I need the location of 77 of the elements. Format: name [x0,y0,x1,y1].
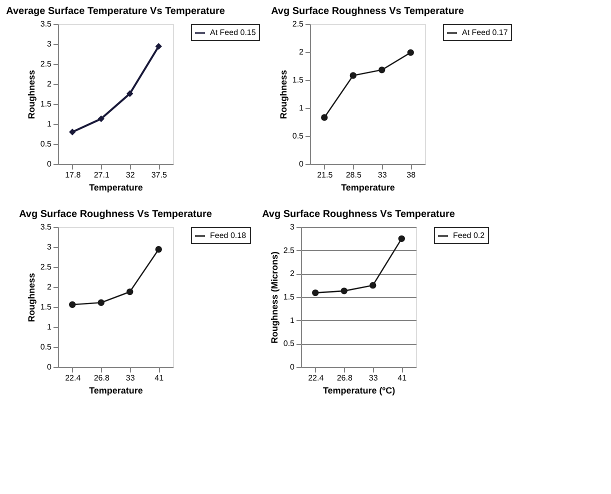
point [155,43,162,50]
x-axis-title: Temperature [89,386,143,396]
x-tick-label: 41 [154,374,164,382]
y-tick-label: 3.5 [40,222,52,232]
y-tick-label: 1.5 [40,302,52,312]
y-tick-label: 3 [47,242,52,252]
point [370,282,376,289]
x-tick-label: 21.5 [317,170,334,180]
x-tick-label: 22.4 [308,374,324,382]
legend-label: Feed 0.18 [210,231,247,240]
y-tick-label: 1 [299,104,304,112]
y-axis-title: Roughness [278,70,288,120]
y-tick-label: 1 [47,120,52,128]
point [398,235,405,242]
y-tick-label: 2 [299,48,304,56]
y-tick-label: 1 [290,316,296,325]
y-tick-label: 3.5 [40,20,52,28]
chart-title: Avg Surface Roughness Vs Temperature [271,6,464,17]
y-tick-label: 2.5 [40,60,52,68]
x-tick-label: 22.4 [65,374,82,382]
y-tick-label: 2 [47,282,52,292]
x-tick-label: 26.8 [336,374,353,382]
x-tick-label: 33 [126,374,136,382]
x-tick-label: 38 [406,170,416,180]
y-tick-label: 2 [47,80,52,88]
x-tick-label: 33 [378,170,388,180]
legend-label: Feed 0.2 [453,231,486,240]
point [378,66,386,74]
point [312,289,319,296]
y-tick-label: 2.5 [40,262,52,272]
x-tick-label: 28.5 [346,170,362,180]
y-tick-label: 0 [47,160,52,168]
x-axis-title: Temperature (ºC) [322,386,396,396]
legend-label: At Feed 0.17 [462,28,508,37]
legend-label: At Feed 0.15 [210,28,256,37]
y-tick-label: 1 [47,322,52,332]
x-tick-label: 32 [126,170,136,180]
x-tick-label: 33 [368,374,378,382]
y-tick-label: 2.5 [292,20,304,28]
y-tick-label: 1.5 [283,292,296,302]
y-tick-label: 2 [290,269,296,278]
y-tick-label: 0 [299,160,304,168]
x-tick-label: 27.1 [94,170,110,180]
y-tick-label: 0.5 [40,140,52,148]
y-axis-title: Roughness [26,70,36,120]
x-tick-label: 41 [398,374,408,382]
point [407,49,414,56]
y-tick-label: 0.5 [40,342,52,352]
point [98,115,104,122]
y-tick-label: 0 [47,362,52,372]
x-tick-label: 37.5 [151,170,168,180]
y-axis-title: Roughness [26,272,36,322]
y-tick-label: 3 [290,222,296,232]
point [98,299,104,306]
x-axis-title: Temperature [89,182,143,192]
point [350,72,356,79]
y-tick-label: 0.5 [283,339,296,348]
x-tick-label: 26.8 [94,374,110,382]
y-tick-label: 1.5 [292,76,304,84]
x-tick-label: 17.8 [65,170,82,180]
point [340,288,348,294]
chart-title: Average Surface Temperature Vs Temperature [6,6,226,17]
point [69,301,76,308]
chart-title: Avg Surface Roughness Vs Temperature [19,209,212,220]
chart-title: Avg Surface Roughness Vs Temperature [262,209,456,220]
point [321,114,328,121]
point [126,90,134,97]
y-tick-label: 2.5 [283,246,296,255]
y-tick-label: 0 [290,362,296,372]
point [69,128,76,136]
y-tick-label: 1.5 [40,100,52,108]
point [155,246,162,253]
x-axis-title: Temperature [341,182,395,192]
y-tick-label: 0.5 [292,132,304,140]
y-tick-label: 3 [47,40,52,48]
point [126,288,134,296]
y-axis-title: Roughness (Microns) [269,251,280,344]
